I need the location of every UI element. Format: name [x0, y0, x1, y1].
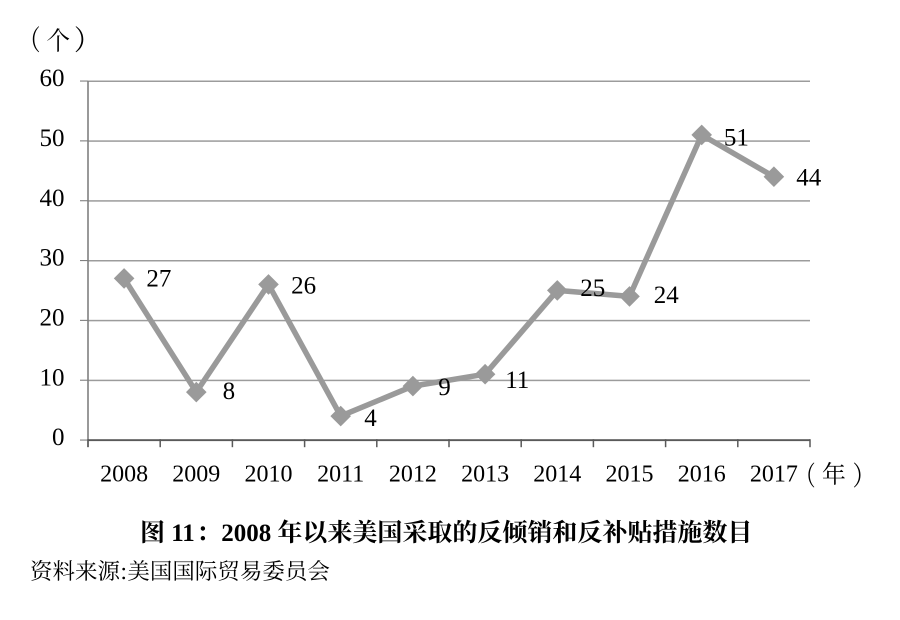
svg-text:11: 11: [505, 367, 529, 394]
svg-text:27: 27: [146, 265, 171, 292]
svg-text:40: 40: [40, 185, 65, 212]
svg-text:11: 11: [171, 520, 195, 547]
svg-text:2013: 2013: [461, 462, 509, 488]
svg-text:26: 26: [291, 272, 316, 299]
svg-text:8: 8: [223, 378, 236, 405]
svg-text:2016: 2016: [678, 462, 726, 488]
svg-text:0: 0: [52, 424, 65, 451]
svg-text:2008: 2008: [100, 462, 148, 488]
svg-text:2017: 2017: [750, 462, 798, 488]
svg-text:9: 9: [438, 374, 451, 401]
svg-text:51: 51: [724, 124, 749, 151]
svg-text:2011: 2011: [317, 462, 364, 488]
svg-text:2008: 2008: [221, 520, 271, 547]
svg-text:2012: 2012: [389, 462, 437, 488]
svg-text:2010: 2010: [245, 462, 293, 488]
svg-text:2015: 2015: [606, 462, 654, 488]
svg-text:20: 20: [40, 305, 65, 332]
svg-text:2014: 2014: [533, 462, 581, 488]
svg-text:44: 44: [796, 164, 822, 191]
svg-text:50: 50: [40, 125, 65, 152]
svg-text:4: 4: [364, 405, 377, 432]
svg-text:30: 30: [40, 245, 65, 272]
svg-text:10: 10: [40, 364, 65, 391]
svg-text:60: 60: [40, 65, 65, 92]
svg-text:2009: 2009: [172, 462, 220, 488]
svg-text:25: 25: [580, 275, 605, 302]
svg-text:24: 24: [654, 282, 680, 309]
